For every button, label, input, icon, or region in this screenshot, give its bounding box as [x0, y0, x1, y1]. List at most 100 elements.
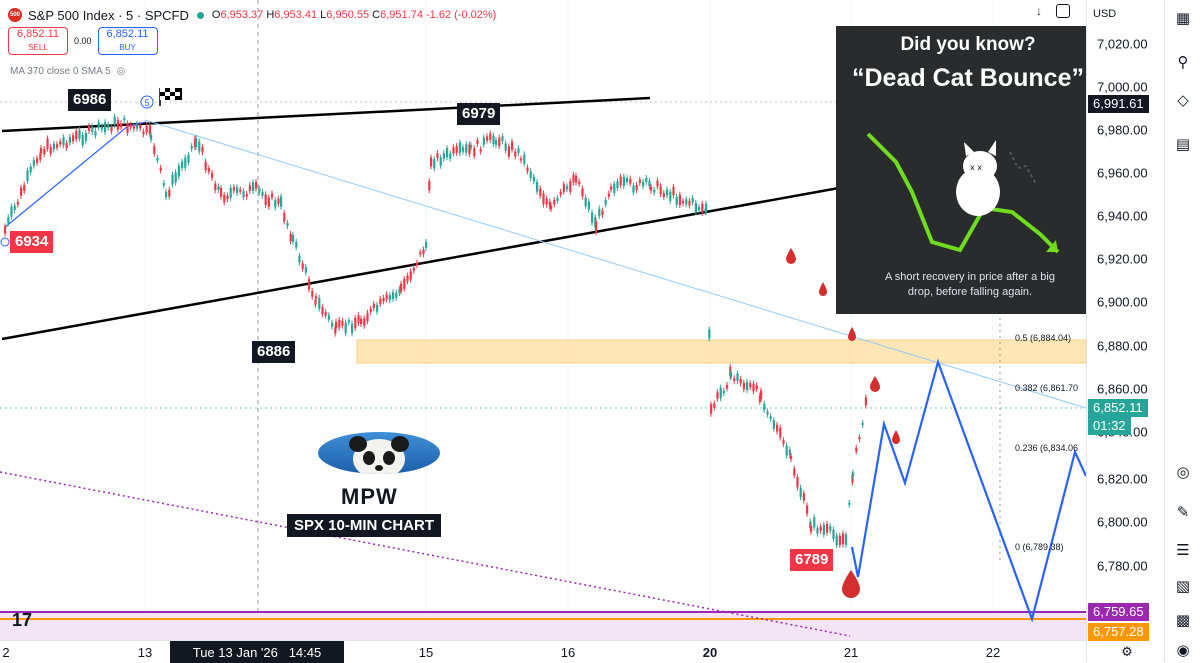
- calendar-icon[interactable]: ▦: [1175, 10, 1191, 27]
- candle-body: [20, 187, 23, 196]
- monitor-icon[interactable]: ▤: [1175, 136, 1191, 153]
- candle-body: [258, 188, 261, 193]
- candle-body: [110, 127, 113, 132]
- candle-body: [782, 440, 785, 444]
- layers-icon[interactable]: ◇: [1177, 92, 1189, 109]
- candle-body: [136, 123, 139, 129]
- candle-body: [838, 535, 841, 545]
- price-tick: 6,920.00: [1097, 251, 1148, 267]
- box-icon[interactable]: [1056, 4, 1070, 18]
- wave-line: [3, 121, 147, 229]
- calendar-icon[interactable]: ▧: [1175, 578, 1191, 595]
- time-tick: 15: [418, 645, 434, 660]
- drop-icon: [842, 570, 860, 598]
- candle-body: [629, 178, 632, 184]
- currency-label[interactable]: USD: [1093, 8, 1117, 20]
- candle-body: [556, 197, 559, 201]
- candle-body: [501, 136, 504, 142]
- candle-body: [595, 221, 598, 233]
- candle-body: [796, 477, 799, 488]
- candle-body: [523, 154, 526, 164]
- settings-icon[interactable]: ⚙: [1121, 644, 1133, 659]
- candle-body: [162, 183, 165, 186]
- candle-body: [304, 267, 307, 273]
- candle-body: [315, 296, 318, 299]
- time-axis[interactable]: 2 13 15 16 20 21 22 Tue 13 Jan '26 14:45…: [0, 640, 1133, 663]
- candle-body: [107, 124, 110, 128]
- candlesticks: [4, 113, 867, 549]
- candle-body: [492, 135, 495, 145]
- grid-icon[interactable]: ▩: [1175, 612, 1191, 629]
- candle-body: [452, 147, 455, 154]
- candle-body: [562, 184, 565, 192]
- candle-body: [59, 141, 62, 145]
- time-tick: 20: [702, 645, 718, 660]
- candle-body: [542, 193, 545, 205]
- header-icons: ↓: [1036, 4, 1070, 18]
- candle-body: [148, 125, 151, 134]
- price-tick: 7,020.00: [1097, 36, 1148, 52]
- market-open-icon: [196, 11, 204, 19]
- candle-body: [26, 170, 29, 181]
- candle-body: [406, 275, 409, 282]
- candle-body: [769, 416, 772, 419]
- candle-body: [678, 194, 681, 206]
- candle-body: [81, 134, 84, 146]
- download-arrow-icon[interactable]: ↓: [1036, 4, 1042, 18]
- symbol-logo-icon[interactable]: 500: [8, 8, 22, 22]
- candle-body: [746, 382, 749, 391]
- buy-button[interactable]: 6,852.11 BUY: [97, 27, 158, 55]
- candle-body: [422, 249, 425, 255]
- lower-trendline[interactable]: [1, 184, 851, 341]
- candle-body: [685, 199, 688, 205]
- candle-body: [845, 534, 848, 545]
- promo-description: A short recovery in price after a big dr…: [885, 271, 1055, 298]
- candle-body: [252, 182, 255, 191]
- candle-body: [550, 205, 553, 210]
- candle-body: [308, 279, 311, 290]
- ruler-icon[interactable]: ✎: [1176, 504, 1190, 521]
- symbol-title[interactable]: S&P 500 Index · 5 · SPCFD: [28, 7, 189, 23]
- price-chart[interactable]: 5 17: [0, 0, 1086, 640]
- candle-body: [776, 424, 779, 432]
- upper-trendline[interactable]: [1, 96, 651, 133]
- candle-body: [638, 179, 641, 183]
- indicator-legend[interactable]: MA 370 close 0 SMA 5 ◎: [10, 66, 125, 77]
- panda-icon: [349, 436, 409, 474]
- candle-body: [645, 178, 648, 183]
- candle-body: [46, 138, 49, 149]
- candle-body: [363, 318, 366, 326]
- purple-dotted-trend: [0, 471, 851, 637]
- candle-body: [369, 308, 372, 312]
- eye-icon[interactable]: ◎: [116, 66, 126, 77]
- chart-area[interactable]: 5 17 500 S&P 500 Index · 5 · SPCFD O6,95…: [0, 0, 1086, 640]
- candle-body: [710, 404, 713, 414]
- checklist-icon[interactable]: ☰: [1176, 542, 1190, 559]
- candle-body: [607, 193, 610, 197]
- sell-button[interactable]: 6,852.11 SELL: [8, 27, 68, 55]
- candle-body: [572, 174, 575, 183]
- candle-body: [575, 175, 578, 183]
- candle-body: [4, 226, 7, 234]
- candle-body: [826, 523, 829, 533]
- promo-card[interactable]: Did you know? “Dead Cat Bounce” x x A sh…: [836, 26, 1086, 314]
- candle-body: [669, 191, 672, 201]
- candle-body: [713, 403, 716, 408]
- help-icon[interactable]: ◉: [1176, 642, 1190, 659]
- time-tick: 16: [560, 645, 576, 660]
- fib-zone[interactable]: [356, 339, 1086, 364]
- candle-body: [78, 129, 81, 139]
- projection-path[interactable]: [850, 358, 1086, 623]
- orange-line-price-tag: 6,757.28: [1088, 623, 1149, 641]
- promo-question: Did you know?: [900, 34, 1036, 55]
- time-tick: 2: [2, 645, 10, 660]
- candle-body: [788, 449, 791, 456]
- candle-body: [187, 154, 190, 163]
- candle-body: [793, 468, 796, 476]
- candle-body: [479, 149, 482, 152]
- candle-body: [416, 262, 419, 266]
- candle-body: [286, 222, 289, 227]
- magnifier-icon[interactable]: ⚲: [1177, 54, 1189, 71]
- target-icon[interactable]: ◎: [1176, 464, 1190, 481]
- candle-body: [94, 131, 97, 136]
